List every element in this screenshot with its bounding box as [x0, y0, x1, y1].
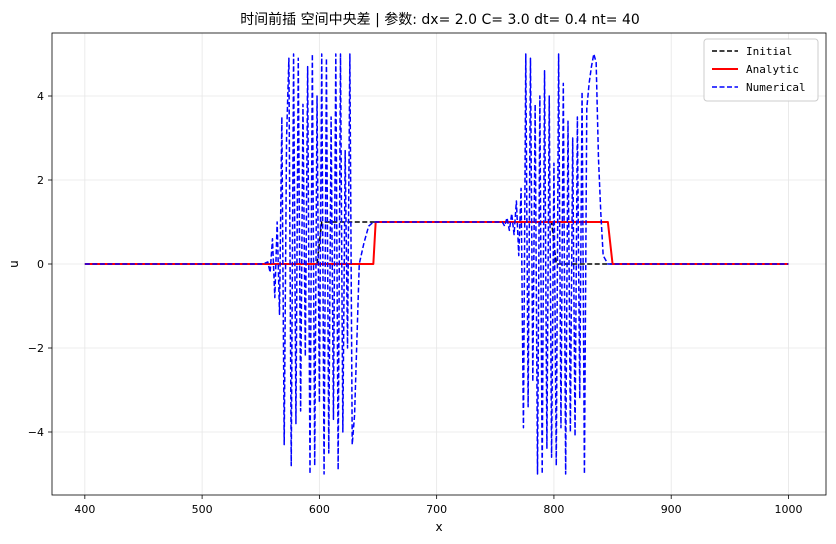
- legend-label-analytic: Analytic: [746, 63, 799, 76]
- legend: Initial Analytic Numerical: [703, 38, 819, 102]
- legend-label-numerical: Numerical: [746, 81, 806, 94]
- x-tick-label: 600: [309, 503, 330, 516]
- series-line-numerical: [84, 53, 789, 475]
- chart-title: 时间前插 空间中央差 | 参数: dx= 2.0 C= 3.0 dt= 0.4 …: [240, 11, 640, 28]
- series-line-initial: [84, 221, 789, 265]
- legend-label-initial: Initial: [746, 45, 792, 58]
- x-tick-label: 900: [661, 503, 682, 516]
- x-tick-label: 800: [543, 503, 564, 516]
- x-axis-ticks: 400 500 600 700 800 900 1000: [74, 495, 802, 516]
- y-tick-label: 4: [37, 90, 44, 103]
- x-tick-label: 400: [74, 503, 95, 516]
- y-tick-label: 0: [37, 258, 44, 271]
- x-tick-label: 700: [426, 503, 447, 516]
- series-layer: [84, 53, 789, 475]
- y-axis-label: u: [7, 260, 21, 268]
- y-tick-label: 2: [37, 174, 44, 187]
- legend-frame: [703, 38, 819, 102]
- x-axis-label: x: [435, 520, 442, 534]
- y-axis-ticks: −4 −2 0 2 4: [28, 90, 52, 439]
- y-tick-label: −2: [28, 342, 44, 355]
- x-tick-label: 500: [192, 503, 213, 516]
- x-tick-label: 1000: [774, 503, 802, 516]
- y-tick-label: −4: [28, 426, 44, 439]
